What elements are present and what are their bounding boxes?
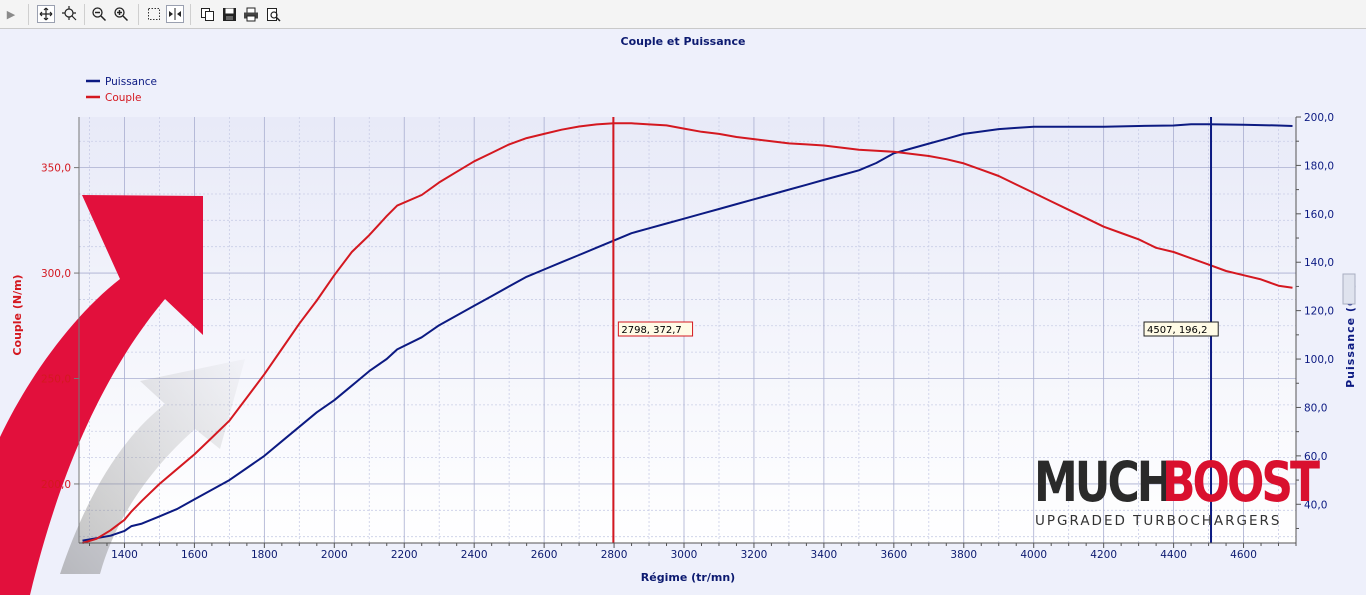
save-icon[interactable]: [220, 5, 238, 23]
left-axis-label: Couple (N/m): [11, 274, 24, 355]
right-tick-label: 200,0: [1304, 112, 1334, 124]
scroll-handle[interactable]: [1342, 273, 1356, 305]
x-tick-label: 3600: [880, 549, 907, 561]
series-line-puissance: [82, 123, 1293, 542]
x-tick-label: 1400: [111, 549, 138, 561]
major-gridlines: [79, 117, 1296, 543]
legend-label-couple: Couple: [105, 92, 141, 104]
toolbar-separator: [190, 4, 191, 25]
x-tick-label: 3800: [950, 549, 977, 561]
right-tick-label: 100,0: [1304, 354, 1334, 366]
x-tick-label: 2600: [531, 549, 558, 561]
x-tick-label: 3200: [741, 549, 768, 561]
red-arrow-graphic: [0, 195, 203, 595]
toolbar-separator: [84, 4, 85, 25]
cursor-readout-box: [1143, 321, 1219, 337]
expand-arrow-icon[interactable]: ▶: [6, 7, 16, 21]
copy-icon[interactable]: [198, 5, 216, 23]
cursor-layer: 2798, 372,7 4507, 196,2: [612, 117, 1219, 543]
muchboost-logo: MUCH BOOST UPGRADED TURBOCHARGERS: [1034, 451, 1320, 536]
chart-toolbar: ▶: [0, 0, 1366, 29]
series-layer: [82, 122, 1293, 544]
right-axis-label: Puissance (Ch): [1344, 282, 1357, 388]
x-tick-label: 4200: [1090, 549, 1117, 561]
chart-legend: Puissance Couple: [86, 76, 157, 104]
right-tick-label: 80,0: [1304, 402, 1327, 414]
right-tick-label: 120,0: [1304, 306, 1334, 318]
x-tick-label: 3400: [811, 549, 838, 561]
zoom-cursor-icon[interactable]: [60, 5, 78, 23]
arrow-shadow-graphic: [60, 359, 245, 574]
right-tick-label: 180,0: [1304, 160, 1334, 172]
cursor-readout-label: 4507, 196,2: [1147, 325, 1207, 336]
chart-title: Couple et Puissance: [621, 35, 746, 48]
left-tick-label: 300,0: [41, 268, 71, 280]
x-tick-label: 2000: [321, 549, 348, 561]
right-tick-label: 40,0: [1304, 499, 1327, 511]
right-tick-label: 160,0: [1304, 209, 1334, 221]
logo-word-boost: BOOST: [1162, 451, 1320, 515]
zoom-in-icon[interactable]: [112, 5, 130, 23]
toolbar-separator: [138, 4, 139, 25]
pan-icon[interactable]: [37, 5, 55, 23]
toolbar-separator: [28, 4, 29, 25]
cursor-lines-icon[interactable]: [166, 5, 184, 23]
zoom-out-icon[interactable]: [90, 5, 108, 23]
print-preview-icon[interactable]: [264, 5, 282, 23]
x-tick-label: 2800: [601, 549, 628, 561]
select-rect-icon[interactable]: [145, 5, 163, 23]
x-tick-label: 1800: [251, 549, 278, 561]
torque-power-chart: 2798, 372,7 4507, 196,2 1400 1600 1800 2000 2…: [0, 35, 1357, 595]
left-tick-label: 200,0: [41, 479, 71, 491]
x-tick-label: 3000: [671, 549, 698, 561]
right-tick-label: 140,0: [1304, 257, 1334, 269]
series-line-couple: [82, 122, 1293, 544]
x-tick-label: 1600: [181, 549, 208, 561]
logo-tagline: UPGRADED TURBOCHARGERS: [1035, 513, 1282, 529]
logo-word-much: MUCH: [1034, 451, 1174, 515]
x-tick-label: 2200: [391, 549, 418, 561]
x-tick-label: 2400: [461, 549, 488, 561]
axis-ticks: 1400 1600 1800 2000 2200 2400 2600 2800 3000 3200…: [41, 112, 1334, 561]
cursor-readout-label: 2798, 372,7: [621, 325, 681, 336]
x-tick-label: 4400: [1160, 549, 1187, 561]
legend-label-puissance: Puissance: [105, 76, 157, 88]
right-tick-label: 60,0: [1304, 451, 1327, 463]
print-icon[interactable]: [242, 5, 260, 23]
left-tick-label: 250,0: [41, 374, 71, 386]
left-tick-label: 350,0: [41, 163, 71, 175]
x-axis-label: Régime (tr/mn): [641, 571, 735, 584]
x-tick-label: 4000: [1020, 549, 1047, 561]
cursor-readout-box: [617, 321, 694, 337]
x-tick-label: 4600: [1230, 549, 1257, 561]
